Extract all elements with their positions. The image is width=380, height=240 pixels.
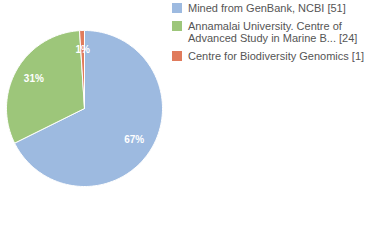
html-text:Mined from GenBank, NCBI [51]: Mined from GenBank, NCBI [51] (188, 2, 346, 14)
svg-text:67%: 67% (124, 134, 144, 145)
svg-text:1%: 1% (75, 44, 90, 55)
html-text:Centre for Biodiversity Genomi: Centre for Biodiversity Genomics [1] (188, 50, 365, 62)
svg-text:31%: 31% (24, 73, 44, 84)
html-text:Annamalai University. Centre o: Annamalai University. Centre of Advanced… (188, 20, 358, 44)
